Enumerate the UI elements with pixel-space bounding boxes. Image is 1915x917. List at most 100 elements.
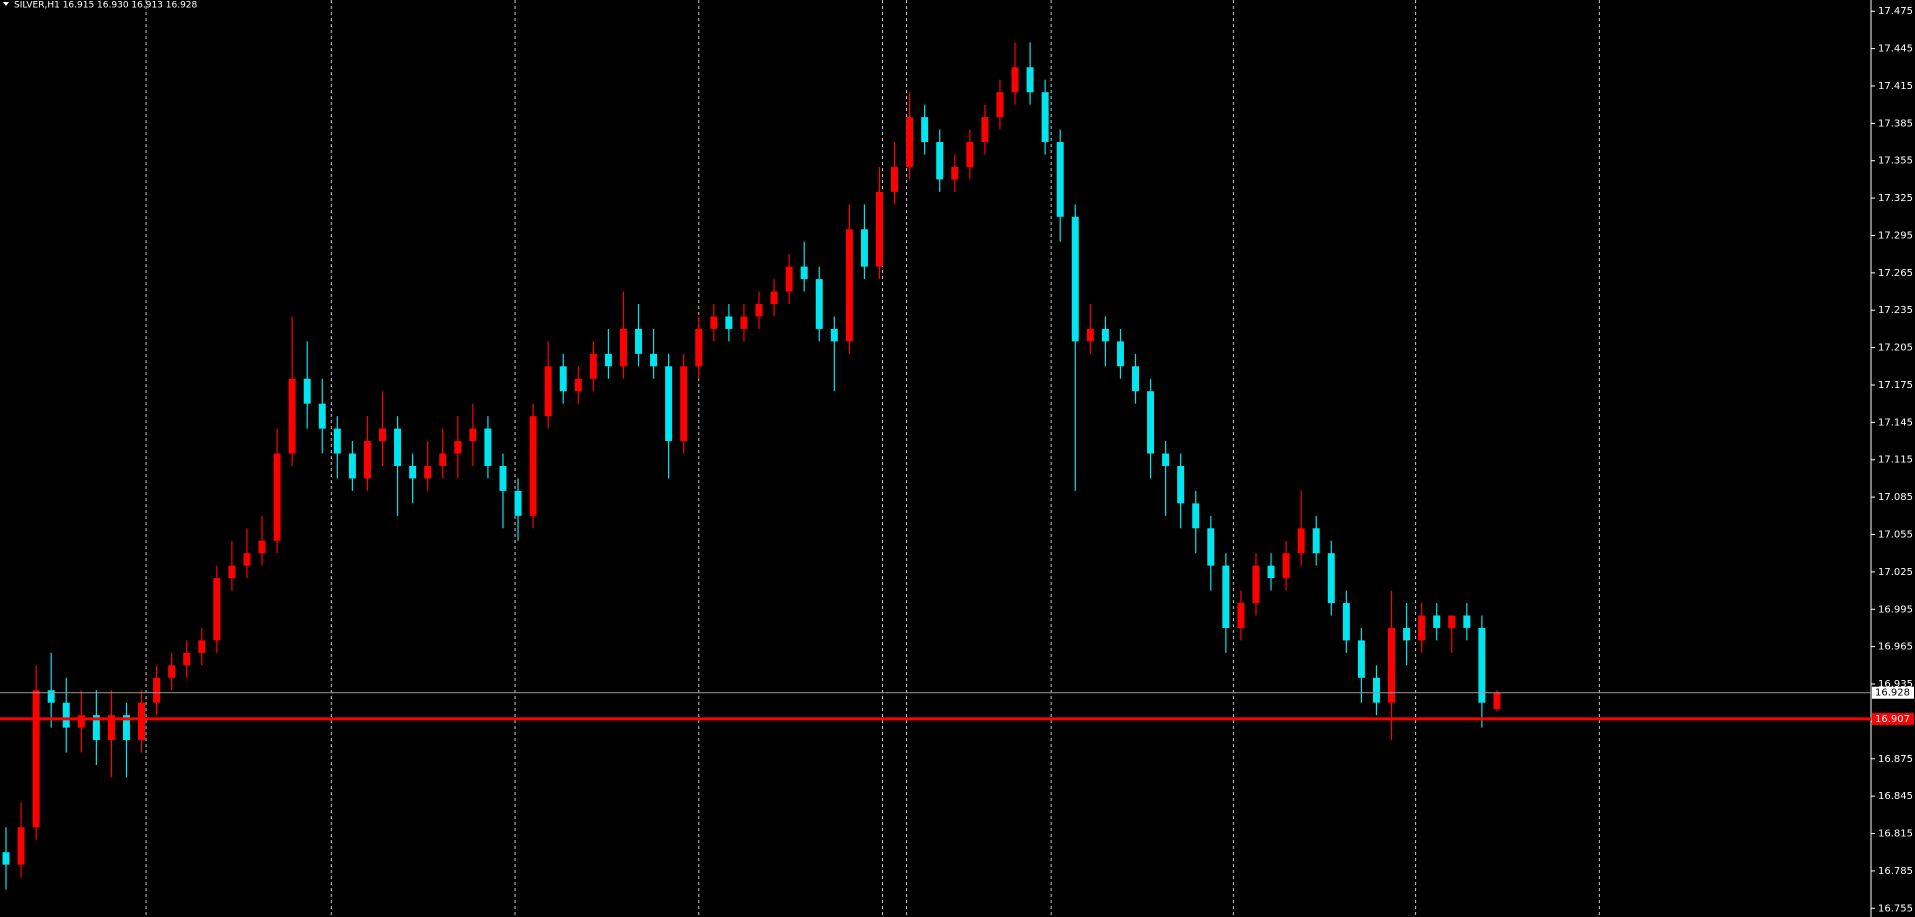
candle-body xyxy=(1071,216,1079,342)
candle-body xyxy=(2,852,10,865)
candle-body xyxy=(153,677,161,703)
y-tick-label: 17.175 xyxy=(1878,380,1913,391)
candle-body xyxy=(981,117,989,143)
candle-body xyxy=(785,266,793,292)
candle-body xyxy=(92,715,100,741)
y-tick-label: 17.295 xyxy=(1878,230,1913,241)
candle-body xyxy=(198,640,206,653)
candle-body xyxy=(499,465,507,491)
candle-body xyxy=(604,353,612,367)
candle-body xyxy=(1222,565,1230,628)
candle-body xyxy=(303,378,311,404)
candle-body xyxy=(318,403,326,429)
candle-body xyxy=(1162,453,1170,466)
y-tick-label: 16.815 xyxy=(1878,829,1913,840)
bid-price-label: 16.928 xyxy=(1875,688,1910,699)
chart-title: SILVER,H1 16.915 16.930 16.913 16.928 xyxy=(14,1,198,11)
candle-body xyxy=(544,366,552,417)
y-tick-label: 17.445 xyxy=(1878,44,1913,55)
candle-body xyxy=(740,316,748,329)
candle-body xyxy=(770,291,778,305)
candle-body xyxy=(815,279,823,329)
candle-body xyxy=(107,715,115,741)
candle-body xyxy=(1463,615,1471,628)
candle-body xyxy=(1478,627,1486,703)
y-tick-label: 17.085 xyxy=(1878,492,1913,503)
y-tick-label: 17.325 xyxy=(1878,193,1913,204)
candle-body xyxy=(1252,565,1260,604)
candle-body xyxy=(574,378,582,392)
y-tick-label: 17.205 xyxy=(1878,343,1913,354)
candle-body xyxy=(439,453,447,466)
candle-body xyxy=(424,465,432,479)
candle-body xyxy=(514,490,522,516)
candle-body xyxy=(138,702,146,741)
candle-body xyxy=(1403,627,1411,641)
candle-body xyxy=(1327,553,1335,604)
candle-body xyxy=(800,266,808,280)
candle-body xyxy=(996,92,1004,118)
candle-body xyxy=(619,328,627,367)
candle-body xyxy=(650,353,658,367)
candle-body xyxy=(17,827,25,865)
candle-body xyxy=(363,441,371,479)
candle-body xyxy=(1116,341,1124,367)
candle-body xyxy=(830,328,838,342)
level-price-tag xyxy=(1872,712,1914,725)
candle-body xyxy=(348,453,356,479)
candle-body xyxy=(183,652,191,666)
candle-body xyxy=(1237,603,1245,628)
candle-body xyxy=(1357,640,1365,678)
candle-body xyxy=(394,428,402,466)
candle-body xyxy=(1267,565,1275,579)
candle-body xyxy=(288,378,296,454)
candle-body xyxy=(559,366,567,392)
candle-body xyxy=(1297,528,1305,554)
candle-body xyxy=(1086,328,1094,342)
candle-body xyxy=(469,428,477,442)
candle-body xyxy=(47,690,55,703)
candle-body xyxy=(1418,615,1426,641)
candle-body xyxy=(258,540,266,554)
candle-body xyxy=(333,428,341,454)
candle-body xyxy=(1372,677,1380,703)
candle-body xyxy=(680,366,688,442)
y-tick-label: 17.145 xyxy=(1878,417,1913,428)
candle-body xyxy=(695,328,703,367)
candle-body xyxy=(1041,92,1049,143)
y-tick-label: 17.355 xyxy=(1878,156,1913,167)
candle-body xyxy=(168,665,176,678)
candle-body xyxy=(1011,67,1019,93)
candle-body xyxy=(77,715,85,728)
candle-body xyxy=(1147,391,1155,454)
candle-body xyxy=(529,416,537,516)
bid-price-tag xyxy=(1872,686,1914,699)
candle-body xyxy=(1132,366,1139,392)
y-tick-label: 16.875 xyxy=(1878,754,1913,765)
candle-body xyxy=(213,578,221,641)
candle-body xyxy=(1207,528,1215,566)
candle-body xyxy=(409,465,417,479)
candle-body xyxy=(62,702,70,728)
candle-body xyxy=(1177,465,1185,504)
candle-body xyxy=(484,428,492,466)
candle-body xyxy=(1388,627,1396,703)
y-tick-label: 16.785 xyxy=(1878,866,1913,877)
level-price-label: 16.907 xyxy=(1875,714,1910,725)
candle-body xyxy=(243,553,251,566)
y-tick-label: 17.055 xyxy=(1878,530,1913,541)
candle-body xyxy=(1448,615,1456,628)
candle-body xyxy=(379,428,386,442)
candle-body xyxy=(891,166,899,192)
candle-body xyxy=(755,304,763,317)
y-tick-label: 17.235 xyxy=(1878,305,1913,316)
candle-body xyxy=(1312,528,1320,554)
menu-arrow[interactable] xyxy=(3,2,9,6)
y-tick-label: 17.385 xyxy=(1878,118,1913,129)
candle-body xyxy=(936,142,944,180)
y-tick-label: 17.475 xyxy=(1878,6,1913,17)
y-tick-label: 17.115 xyxy=(1878,455,1913,466)
candle-body xyxy=(1493,692,1501,709)
